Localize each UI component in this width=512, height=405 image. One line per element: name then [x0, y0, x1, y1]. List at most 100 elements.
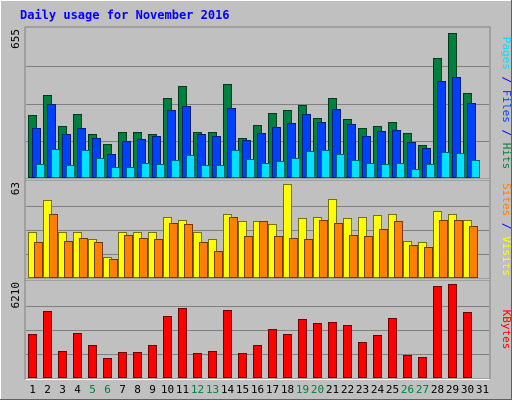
day-axis-labels: 1 2 3 4 5 6 7 8 9 10 11 12 13 14 15 16 17 18 19 20 21 22 23 24 2…	[29, 383, 489, 396]
bar-pages-day-3	[66, 165, 75, 178]
right-label-part: Sites	[500, 183, 512, 216]
right-label-part: /	[500, 216, 512, 236]
bar-pages-day-28	[441, 152, 450, 178]
day-label-7: 7	[119, 383, 126, 396]
day-label-27: 27	[416, 383, 429, 396]
bar-sites-day-9	[154, 239, 163, 278]
day-label-29: 29	[446, 383, 459, 396]
bar-kbytes-day-15	[238, 353, 247, 378]
bar-pages-day-5	[96, 158, 105, 178]
bar-kbytes-day-10	[163, 316, 172, 378]
bar-kbytes-day-25	[388, 318, 397, 378]
bar-kbytes-day-18	[283, 334, 292, 378]
bar-pages-day-9	[156, 164, 165, 178]
day-label-28: 28	[431, 383, 444, 396]
bar-kbytes-day-7	[118, 352, 127, 378]
day-label-26: 26	[401, 383, 414, 396]
y-max-label: 655	[9, 29, 22, 49]
bar-kbytes-day-4	[73, 333, 82, 378]
bar-pages-day-26	[411, 169, 420, 178]
right-label-part: /	[500, 123, 512, 143]
bar-pages-day-14	[231, 150, 240, 178]
bar-sites-day-23	[364, 236, 373, 278]
bar-sites-day-16	[259, 221, 268, 278]
bar-sites-day-7	[124, 235, 133, 278]
bar-sites-day-17	[274, 236, 283, 278]
bar-pages-day-7	[126, 167, 135, 178]
day-label-19: 19	[296, 383, 309, 396]
bar-sites-day-21	[334, 223, 343, 278]
panel-right-label: KBytes	[500, 310, 512, 350]
bar-pages-day-12	[201, 165, 210, 178]
series-kbytes	[28, 284, 472, 378]
bar-pages-day-20	[321, 150, 330, 178]
bar-kbytes-day-6	[103, 358, 112, 378]
day-label-21: 21	[326, 383, 339, 396]
panel-3: 6210 KBytes	[9, 279, 512, 380]
bar-kbytes-day-14	[223, 310, 232, 378]
bar-sites-day-2	[49, 214, 58, 278]
day-label-18: 18	[281, 383, 294, 396]
panel-right-label: Sites / Visits	[500, 183, 512, 276]
bar-pages-day-13	[216, 165, 225, 178]
day-label-6: 6	[104, 383, 111, 396]
y-max-label: 63	[9, 182, 22, 195]
y-max-label: 6210	[9, 282, 22, 309]
bar-sites-day-13	[214, 251, 223, 278]
bar-sites-day-5	[94, 242, 103, 278]
bar-kbytes-day-17	[268, 329, 277, 378]
day-label-31: 31	[476, 383, 489, 396]
bar-kbytes-day-19	[298, 319, 307, 378]
bar-sites-day-18	[289, 238, 298, 278]
right-label-part: Files	[500, 90, 512, 123]
series-sites	[34, 214, 478, 278]
bar-pages-day-24	[381, 164, 390, 178]
bar-pages-day-23	[366, 163, 375, 178]
bar-pages-day-11	[186, 155, 195, 178]
day-label-10: 10	[161, 383, 174, 396]
day-label-9: 9	[149, 383, 156, 396]
bar-pages-day-2	[51, 149, 60, 178]
bar-kbytes-day-24	[373, 335, 382, 378]
day-label-22: 22	[341, 383, 354, 396]
bar-kbytes-day-3	[58, 351, 67, 378]
bar-pages-day-4	[81, 150, 90, 178]
bar-pages-day-10	[171, 160, 180, 178]
chart-title: Daily usage for November 2016	[20, 8, 230, 22]
day-label-20: 20	[311, 383, 324, 396]
series-pages	[36, 149, 480, 178]
panel-1: 655 Pages / Files / Hits	[9, 26, 512, 180]
bar-sites-day-4	[79, 238, 88, 278]
bar-pages-day-29	[456, 153, 465, 178]
day-label-4: 4	[74, 383, 81, 396]
day-label-14: 14	[221, 383, 235, 396]
bar-kbytes-day-26	[403, 355, 412, 378]
day-label-17: 17	[266, 383, 279, 396]
bar-visits-day-18	[283, 184, 292, 278]
day-label-11: 11	[176, 383, 189, 396]
bar-pages-day-8	[141, 163, 150, 178]
bar-sites-day-28	[439, 220, 448, 278]
bar-sites-day-20	[319, 220, 328, 278]
day-label-16: 16	[251, 383, 264, 396]
bar-pages-day-27	[426, 164, 435, 178]
bar-kbytes-day-9	[148, 345, 157, 378]
bar-kbytes-day-2	[43, 311, 52, 378]
bar-kbytes-day-21	[328, 322, 337, 378]
bar-kbytes-day-30	[463, 312, 472, 378]
bar-kbytes-day-12	[193, 353, 202, 378]
bar-kbytes-day-16	[253, 345, 262, 378]
bar-pages-day-21	[336, 154, 345, 178]
day-label-24: 24	[371, 383, 385, 396]
bar-sites-day-27	[424, 247, 433, 278]
bar-pages-day-19	[306, 151, 315, 178]
bar-sites-day-30	[469, 226, 478, 278]
bar-sites-day-6	[109, 259, 118, 278]
bar-sites-day-14	[229, 217, 238, 278]
day-label-12: 12	[191, 383, 204, 396]
panel-2: 63 Sites / Visits	[9, 179, 512, 280]
bar-pages-day-17	[276, 161, 285, 178]
bar-sites-day-29	[454, 220, 463, 278]
bar-sites-day-19	[304, 239, 313, 278]
